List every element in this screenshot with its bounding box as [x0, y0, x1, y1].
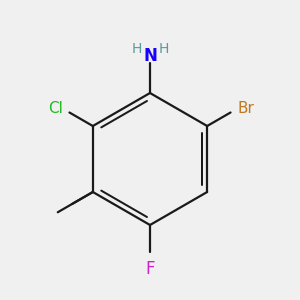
Text: H: H — [158, 42, 169, 56]
Text: Cl: Cl — [48, 101, 63, 116]
Text: Br: Br — [237, 101, 254, 116]
Text: F: F — [145, 260, 155, 278]
Text: H: H — [131, 42, 142, 56]
Text: N: N — [143, 46, 157, 64]
